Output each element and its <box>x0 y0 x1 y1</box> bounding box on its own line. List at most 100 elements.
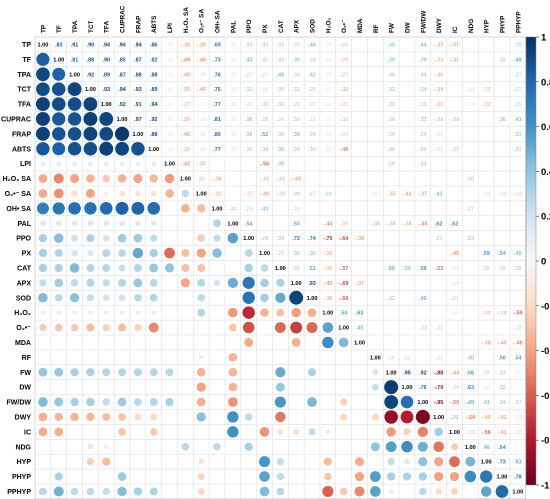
correlation-circle <box>118 368 127 377</box>
correlation-value: .28 <box>308 57 316 63</box>
correlation-circle <box>291 307 301 318</box>
column-label: ABTS <box>151 15 158 33</box>
correlation-circle <box>102 368 111 377</box>
correlation-circle <box>86 323 95 332</box>
diagonal-value: 1.00 <box>465 445 476 451</box>
correlation-circle <box>260 278 269 288</box>
correlation-value: .20 <box>245 102 253 108</box>
correlation-value: .94 <box>118 87 126 93</box>
correlation-circle <box>85 188 95 199</box>
correlation-circle <box>307 308 317 317</box>
row-label: PAL <box>18 221 32 228</box>
row-label: CAT <box>17 265 32 272</box>
correlation-circle <box>86 412 95 422</box>
correlation-value: .22 <box>245 72 253 78</box>
row-label: TFA <box>18 102 31 109</box>
correlation-value: .39 <box>419 57 427 63</box>
correlation-value: .10 <box>324 72 332 78</box>
correlation-value: -.40 <box>482 415 491 421</box>
correlation-circle <box>52 142 66 156</box>
diagonal-value: 1.00 <box>117 117 128 123</box>
correlation-circle <box>227 426 239 438</box>
correlation-circle <box>196 367 206 377</box>
row-label: DW <box>19 385 31 392</box>
correlation-value: .89 <box>102 72 110 78</box>
correlation-value: .10 <box>324 117 332 123</box>
colorbar-tick-label: 0 <box>541 257 546 268</box>
correlation-circle <box>36 82 50 96</box>
correlation-value: .56 <box>467 370 475 376</box>
column-label: TF <box>56 25 63 33</box>
correlation-value: .26 <box>245 147 253 153</box>
row-label: H₂O₂ <box>14 310 31 317</box>
correlation-value: .32 <box>498 385 506 391</box>
correlation-value: -.57 <box>339 266 348 272</box>
correlation-circle <box>290 321 303 334</box>
correlation-value: .88 <box>134 72 142 78</box>
correlation-circle <box>354 486 365 497</box>
correlation-value: .27 <box>514 87 522 93</box>
correlation-circle <box>228 382 238 392</box>
correlation-value: .37 <box>419 117 427 123</box>
correlation-circle <box>54 472 63 481</box>
column-label: MDA <box>357 18 364 33</box>
correlation-value: .54 <box>340 311 348 317</box>
correlation-circle <box>464 470 477 483</box>
correlation-circle <box>86 368 95 377</box>
correlation-circle <box>71 190 78 197</box>
correlation-value: -.44 <box>323 221 332 227</box>
row-label: PX <box>22 251 32 258</box>
row-label: O₂•⁻ SA <box>5 191 31 198</box>
correlation-circle <box>38 427 48 437</box>
correlation-value: .29 <box>514 42 522 48</box>
correlation-circle <box>54 293 63 302</box>
row-label: PPHYP <box>7 489 31 496</box>
correlation-circle <box>417 426 428 437</box>
column-label: APX <box>294 19 301 33</box>
correlation-circle <box>308 428 316 436</box>
correlation-circle <box>449 456 460 468</box>
correlation-value: .90 <box>102 57 110 63</box>
correlation-circle <box>36 202 49 215</box>
diagonal-value: 1.00 <box>307 296 318 302</box>
correlation-circle <box>228 353 238 362</box>
correlation-circle <box>181 204 190 213</box>
colorbar-tick-label: -0.4 <box>541 346 550 357</box>
correlation-circle <box>465 456 476 467</box>
correlation-value: .10 <box>166 147 174 153</box>
correlation-value: .10 <box>166 57 174 63</box>
correlation-circle <box>103 310 109 315</box>
column-label: CUPRAC <box>120 5 127 33</box>
colorbar-tick-label: -0.8 <box>541 436 550 447</box>
correlation-value: -.27 <box>450 147 459 153</box>
correlation-value: .63 <box>356 311 364 317</box>
correlation-value: .36 <box>245 132 253 138</box>
correlation-circle <box>102 323 110 332</box>
correlation-value: .30 <box>387 147 395 153</box>
correlation-value: -.15 <box>466 87 475 93</box>
correlation-circle <box>54 367 64 377</box>
diagonal-value: 1.00 <box>449 430 460 436</box>
correlation-value: .63 <box>467 385 475 391</box>
correlation-value: .27 <box>435 236 443 242</box>
correlation-value: .33 <box>419 162 427 168</box>
correlation-value: .87 <box>134 57 142 63</box>
row-label: NDG <box>15 444 31 451</box>
correlation-circle <box>150 220 157 227</box>
correlation-circle <box>181 189 190 198</box>
correlation-circle <box>119 161 125 166</box>
correlation-circle <box>151 310 157 315</box>
correlation-value: .33 <box>245 42 253 48</box>
correlation-value: .30 <box>277 102 285 108</box>
correlation-circle <box>53 486 64 497</box>
correlation-value: .35 <box>451 415 459 421</box>
correlation-circle <box>67 127 82 141</box>
correlation-circle <box>131 201 145 215</box>
correlation-circle <box>291 338 301 347</box>
correlation-circle <box>276 487 285 496</box>
diagonal-value: 1.00 <box>69 72 80 78</box>
correlation-circle <box>196 397 206 407</box>
correlation-value: -.48 <box>513 340 522 346</box>
correlation-value: .15 <box>229 42 237 48</box>
correlation-circle <box>259 486 270 497</box>
